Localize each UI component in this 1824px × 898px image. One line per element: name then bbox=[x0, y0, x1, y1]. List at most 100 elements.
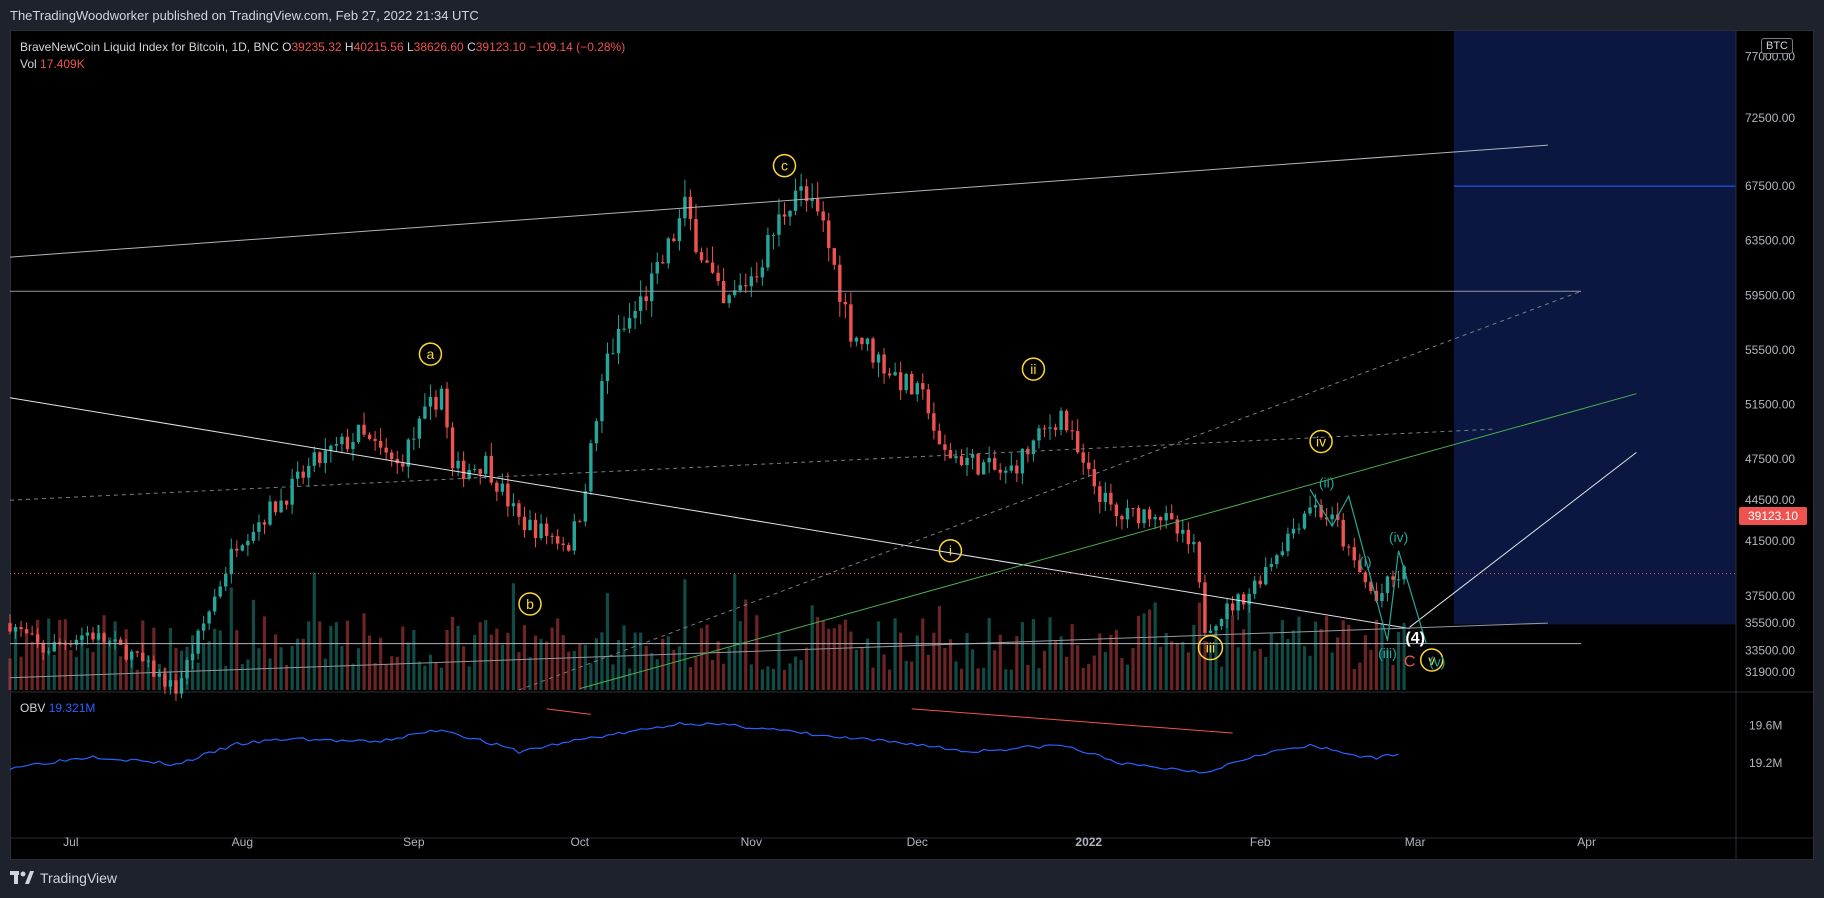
candle-body bbox=[627, 318, 632, 329]
candle-body bbox=[594, 421, 599, 444]
volume-bar bbox=[727, 647, 731, 690]
candle-body bbox=[1225, 603, 1229, 619]
candle-body bbox=[107, 641, 112, 643]
candle-body bbox=[810, 198, 814, 202]
candle-body bbox=[694, 218, 698, 253]
volume-bar bbox=[1325, 616, 1329, 690]
volume-bar bbox=[484, 620, 488, 690]
volume-bar bbox=[1280, 620, 1284, 690]
volume-bar bbox=[688, 667, 693, 690]
volume-bar bbox=[876, 621, 881, 690]
candle-body bbox=[318, 452, 322, 463]
candle-body bbox=[1092, 469, 1096, 487]
volume-bar bbox=[1131, 647, 1135, 690]
volume-bar bbox=[655, 659, 659, 690]
volume-bar bbox=[63, 619, 67, 690]
volume-bar bbox=[224, 665, 228, 690]
candle-body bbox=[849, 304, 853, 342]
volume-bar bbox=[932, 632, 936, 690]
candle-body bbox=[970, 454, 975, 458]
candle-body bbox=[1264, 566, 1268, 585]
volume-bar bbox=[506, 632, 510, 690]
volume-bar bbox=[1275, 642, 1279, 690]
volume-bar bbox=[860, 647, 864, 690]
wave-label: a bbox=[427, 346, 435, 362]
volume-bar bbox=[948, 639, 953, 690]
volume-bar bbox=[943, 647, 947, 690]
volume-bar bbox=[8, 658, 12, 690]
volume-bar bbox=[683, 579, 687, 690]
volume-bar bbox=[500, 644, 504, 690]
time-tick-label: Sep bbox=[403, 835, 425, 849]
volume-bar bbox=[777, 632, 781, 690]
volume-bar bbox=[887, 669, 892, 690]
volume-bar bbox=[41, 651, 45, 690]
volume-bar bbox=[19, 656, 23, 690]
candle-body bbox=[1186, 529, 1191, 545]
candle-body bbox=[644, 296, 648, 302]
candle-body bbox=[152, 660, 156, 677]
candle-body bbox=[638, 296, 643, 311]
obv-label[interactable]: OBV bbox=[20, 701, 46, 715]
candle-body bbox=[1020, 448, 1025, 474]
volume-bar bbox=[1242, 629, 1246, 690]
candle-body bbox=[1087, 462, 1091, 470]
candle-body bbox=[583, 491, 588, 522]
candle-body bbox=[390, 452, 394, 460]
volume-bar bbox=[96, 624, 101, 690]
candle-body bbox=[887, 373, 892, 376]
candle-body bbox=[600, 381, 604, 422]
volume-bar bbox=[13, 628, 18, 690]
volume-bar bbox=[799, 660, 803, 690]
volume-bar bbox=[1385, 648, 1390, 690]
volume-bar bbox=[168, 627, 173, 690]
candle-body bbox=[85, 632, 90, 636]
wave-label: (iii) bbox=[1378, 645, 1397, 661]
volume-bar bbox=[36, 619, 40, 690]
volume-bar bbox=[1313, 621, 1318, 690]
obv-tick-label: 19.6M bbox=[1749, 719, 1782, 733]
volume-bar bbox=[1236, 647, 1240, 690]
candle-body bbox=[932, 413, 936, 431]
volume-bar bbox=[605, 593, 610, 690]
volume-bar bbox=[340, 646, 344, 690]
candle-body bbox=[1153, 516, 1157, 520]
symbol-legend: BraveNewCoin Liquid Index for Bitcoin, 1… bbox=[20, 38, 625, 56]
volume-bar bbox=[1037, 668, 1041, 690]
candle-body bbox=[456, 460, 460, 469]
candle-body bbox=[1219, 618, 1224, 627]
volume-bar bbox=[390, 656, 394, 690]
candle-body bbox=[1120, 516, 1124, 520]
candle-body bbox=[782, 214, 787, 217]
price-tick-label: 41500.00 bbox=[1745, 534, 1795, 548]
volume-bar bbox=[528, 657, 532, 690]
volume-bar bbox=[1109, 634, 1113, 690]
candle-body bbox=[1247, 593, 1251, 605]
candle-body bbox=[650, 273, 654, 302]
candle-body bbox=[517, 503, 521, 517]
symbol-title[interactable]: BraveNewCoin Liquid Index for Bitcoin, 1… bbox=[20, 40, 279, 54]
candle-body bbox=[1142, 509, 1146, 524]
candle-body bbox=[1369, 582, 1373, 591]
volume-bar bbox=[235, 630, 239, 690]
volume-bar bbox=[572, 650, 576, 690]
volume-bar bbox=[805, 647, 809, 690]
candle-body bbox=[926, 389, 931, 414]
volume-bar bbox=[473, 634, 477, 690]
candle-body bbox=[937, 430, 942, 445]
volume-bar bbox=[650, 653, 654, 690]
candle-body bbox=[423, 406, 427, 419]
tradingview-logo[interactable]: TradingView bbox=[10, 870, 117, 886]
wave-label-circle bbox=[1021, 357, 1046, 381]
volume-bar bbox=[1142, 613, 1146, 690]
volume-bar bbox=[1214, 631, 1218, 690]
candle-body bbox=[1175, 519, 1179, 534]
candle-body bbox=[727, 295, 731, 304]
volume-bar bbox=[1302, 646, 1307, 690]
volume-bar bbox=[417, 661, 421, 690]
candle-body bbox=[146, 660, 151, 662]
time-tick-label: Dec bbox=[907, 835, 928, 849]
high-label: H bbox=[344, 40, 354, 54]
volume-bar bbox=[1286, 638, 1290, 690]
